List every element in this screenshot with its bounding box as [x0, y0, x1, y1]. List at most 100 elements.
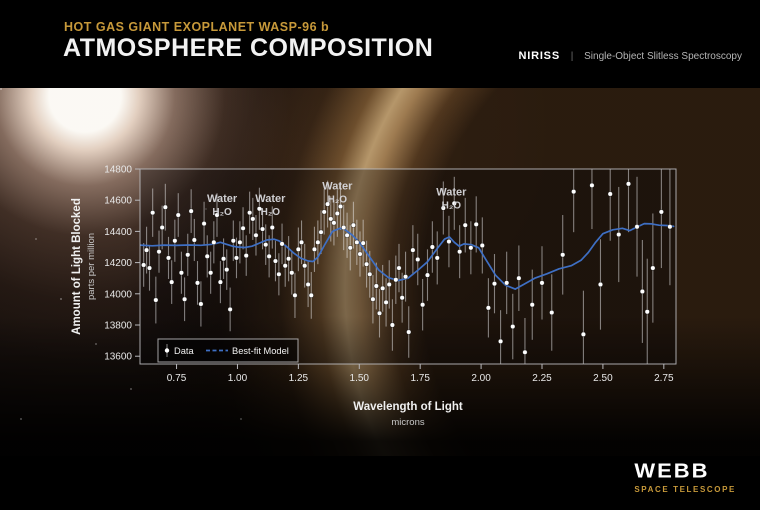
legend-data-label: Data — [174, 346, 194, 356]
data-point — [156, 249, 162, 255]
plot-frame — [139, 168, 677, 365]
data-point — [516, 275, 522, 281]
legend-model-label: Best-fit Model — [232, 346, 289, 356]
data-point — [363, 261, 370, 267]
data-point — [634, 224, 640, 230]
data-point — [468, 245, 474, 251]
data-point — [328, 216, 334, 222]
data-point — [357, 251, 363, 257]
y-axis-title: Amount of Light Blocked — [71, 198, 83, 335]
data-point — [429, 244, 436, 250]
data-point — [159, 224, 165, 231]
data-point — [504, 280, 510, 286]
x-tick-label: 1.75 — [410, 373, 430, 384]
data-point — [150, 210, 156, 216]
exoplanet-kicker: HOT GAS GIANT EXOPLANET WASP-96 b — [64, 20, 330, 34]
data-point — [580, 331, 587, 338]
data-point — [302, 263, 308, 269]
instrument-mode: Single-Object Slitless Spectroscopy — [584, 51, 742, 62]
y-tick-label: 14000 — [104, 289, 132, 300]
data-point — [451, 200, 457, 206]
data-point — [208, 270, 214, 276]
data-point — [201, 220, 207, 227]
data-point — [233, 255, 240, 261]
data-point — [393, 277, 399, 283]
data-point — [347, 245, 353, 251]
data-point — [560, 252, 566, 258]
data-point — [214, 212, 220, 218]
data-point — [658, 209, 665, 215]
page-title: ATMOSPHERE COMPOSITION — [63, 34, 434, 62]
x-axis: 0.75 1.00 1.25 1.50 1.75 2.00 2.25 2.50 2.75 — [167, 364, 674, 384]
data-point — [272, 258, 279, 264]
data-point — [457, 249, 463, 255]
y-tick-label: 14400 — [104, 227, 132, 238]
instrument-block: NIRISS | Single-Object Slitless Spectros… — [518, 50, 742, 62]
background-stars — [0, 88, 2, 90]
data-point — [380, 285, 386, 291]
x-tick-label: 0.75 — [167, 373, 187, 384]
data-point — [305, 281, 311, 288]
data-point — [389, 322, 396, 328]
data-point — [396, 265, 402, 271]
data-point — [246, 210, 253, 216]
data-point — [424, 272, 431, 278]
webb-subtitle: SPACE TELESCOPE — [634, 485, 736, 494]
data-point — [295, 246, 302, 252]
data-point — [354, 239, 360, 245]
data-points — [141, 181, 673, 355]
water-annotation-formula: H₂O — [212, 207, 232, 218]
data-point — [269, 224, 275, 231]
data-point — [462, 222, 468, 228]
data-point — [146, 265, 153, 271]
data-point — [485, 305, 492, 311]
separator-bar: | — [570, 51, 574, 62]
data-point — [510, 323, 516, 330]
data-point — [341, 224, 347, 231]
data-point — [571, 188, 577, 195]
y-tick-label: 13600 — [104, 352, 132, 363]
legend-data-marker — [164, 348, 170, 353]
data-point — [315, 239, 321, 245]
data-point — [386, 281, 392, 288]
webb-logo: WEBB SPACE TELESCOPE — [634, 460, 736, 494]
webb-wordmark: WEBB — [634, 459, 710, 483]
data-point — [217, 279, 224, 285]
data-point — [497, 338, 504, 345]
data-point — [266, 253, 272, 260]
data-point — [141, 262, 147, 268]
data-point — [410, 247, 416, 253]
data-point — [279, 241, 285, 247]
data-point — [250, 216, 256, 222]
data-point — [198, 301, 204, 307]
data-point — [311, 246, 318, 252]
x-tick-label: 2.00 — [471, 373, 491, 384]
data-point — [415, 256, 421, 263]
data-point — [376, 310, 383, 316]
data-point — [188, 208, 194, 214]
y-axis-subtitle: parts per million — [86, 233, 97, 300]
data-point — [549, 309, 555, 316]
x-tick-label: 2.25 — [532, 373, 552, 384]
legend: Data Best-fit Model — [157, 338, 299, 363]
data-point — [446, 238, 452, 245]
data-point — [298, 239, 305, 245]
data-point — [224, 266, 230, 273]
water-annotation-formula: H₂O — [261, 207, 281, 218]
data-point — [169, 279, 175, 285]
x-tick-label: 2.75 — [654, 373, 674, 384]
data-point — [522, 349, 528, 355]
data-point — [175, 212, 181, 218]
data-point — [434, 255, 440, 261]
data-point — [194, 280, 201, 286]
data-point — [529, 302, 535, 308]
data-point — [321, 209, 327, 215]
data-point — [153, 297, 159, 303]
data-point — [367, 271, 373, 277]
data-point — [292, 292, 298, 299]
data-point — [440, 205, 446, 211]
data-point — [289, 270, 295, 276]
data-point — [644, 309, 650, 315]
